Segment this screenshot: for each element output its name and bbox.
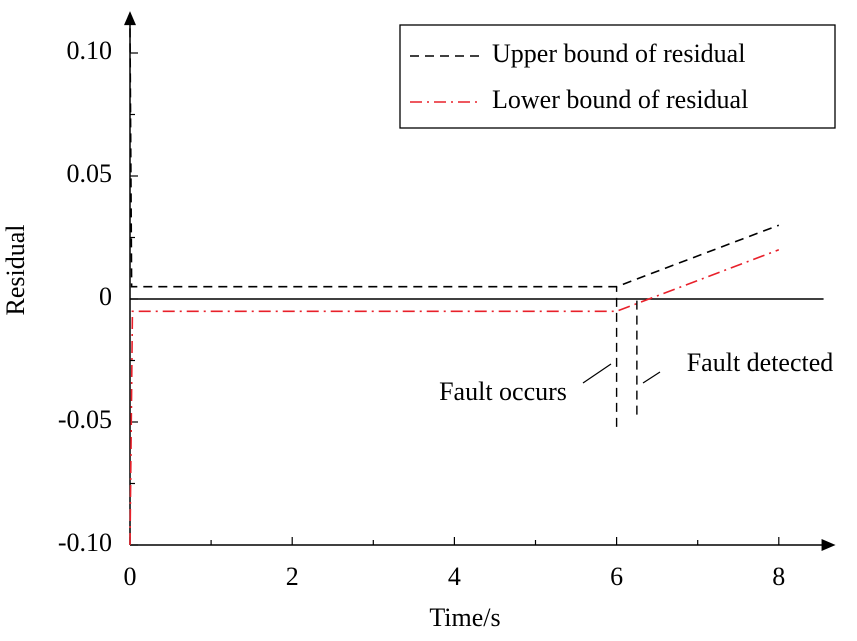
y-tick-label: -0.05 — [58, 405, 112, 434]
legend-box — [399, 24, 836, 129]
y-tick-label: 0.05 — [67, 159, 113, 188]
x-tick-label: 4 — [448, 562, 461, 591]
series-line — [129, 28, 780, 288]
legend-label: Upper bound of residual — [492, 39, 745, 68]
annotation-leader — [582, 363, 612, 384]
y-axis-arrow — [124, 11, 136, 26]
x-tick-label: 6 — [610, 562, 623, 591]
y-axis-label: Residual — [1, 225, 30, 316]
x-tick-label: 0 — [124, 562, 137, 591]
annotation-leader — [642, 371, 661, 384]
y-tick-label: 0 — [99, 282, 112, 311]
annotation: Fault detected — [687, 348, 834, 377]
x-axis-arrow — [821, 539, 836, 551]
legend-label: Lower bound of residual — [492, 85, 748, 114]
x-axis-label: Time/s — [429, 603, 500, 632]
x-tick-label: 2 — [286, 562, 299, 591]
y-tick-label: 0.10 — [67, 36, 113, 65]
y-tick-label: -0.10 — [58, 528, 112, 557]
annotation: Fault occurs — [439, 377, 567, 406]
x-tick-label: 8 — [772, 562, 785, 591]
